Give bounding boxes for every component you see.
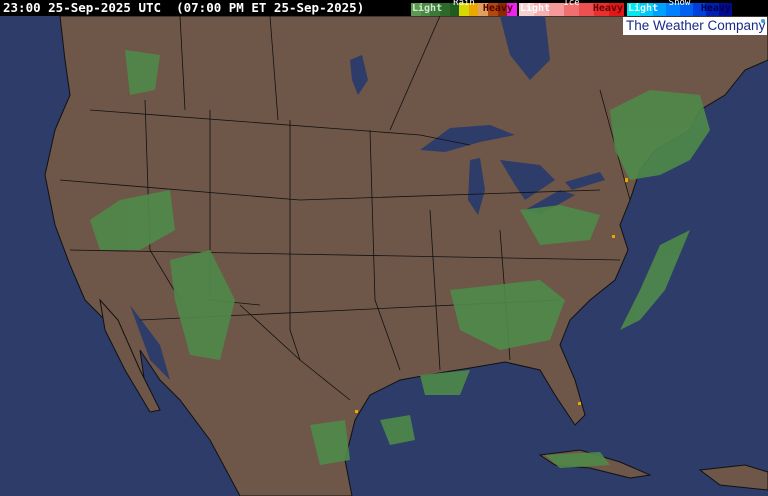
legend-rain-swatch: [497, 3, 508, 16]
lake-michigan: [468, 158, 485, 215]
legend-rain-title: Rain: [453, 0, 475, 8]
legend-snow-swatch: [705, 3, 719, 16]
legend-rain-swatch: [430, 3, 440, 16]
radar-echo-bc: [125, 50, 160, 95]
legend-rain-swatch: [449, 3, 460, 16]
hispaniola: [698, 464, 768, 491]
radar-echo-atlantic: [620, 230, 690, 330]
hudson-bay-south: [500, 16, 550, 80]
legend-ice-swatch: [519, 3, 534, 16]
legend-ice-light: Light: [520, 3, 551, 14]
radar-echo-midatlantic: [520, 205, 600, 245]
radar-heavy-cells: [355, 178, 628, 413]
legend-snow-swatch: [679, 3, 693, 16]
legend-rain: Rain Light Heavy: [411, 0, 518, 16]
legend-snow: Snow Light Heavy: [627, 0, 732, 16]
legend-snow-light: Light: [628, 3, 659, 14]
legend-snow-swatch: [653, 3, 667, 16]
baja-california: [99, 298, 161, 413]
radar-echo-gulf: [380, 415, 415, 445]
radar-echo-northeast: [610, 90, 710, 180]
legend-ice-swatch: [579, 3, 594, 16]
lake-ontario: [565, 172, 605, 190]
lake-winnipeg: [350, 55, 368, 95]
legend-rain-heavy: Heavy: [482, 3, 513, 14]
legend-ice-title: Ice: [563, 0, 580, 8]
legend-ice: Ice Light Heavy: [519, 0, 624, 16]
legend-snow-title: Snow: [668, 0, 691, 8]
legend-snow-heavy: Heavy: [700, 3, 731, 14]
radar-echo-southwest: [170, 250, 235, 360]
brand-name: The Weather Company: [626, 18, 766, 33]
weather-company-logo: The Weather Company: [623, 17, 767, 35]
legend-snow-swatch: [666, 3, 680, 16]
legend-snow-swatch: [627, 3, 641, 16]
logo-dot-icon: [761, 19, 765, 23]
radar-echo-cuba: [545, 452, 610, 468]
legend-rain-light: Light: [412, 3, 443, 14]
radar-precipitation: [90, 50, 710, 468]
lake-huron: [500, 160, 555, 200]
valid-time: 23:00 25-Sep-2025 UTC (07:00 PM ET 25-Se…: [3, 0, 365, 15]
legend-snow-swatch: [640, 3, 654, 16]
legend-rain-swatch: [507, 3, 518, 16]
legend-rain-swatch: [478, 3, 489, 16]
legend-ice-heavy: Heavy: [592, 3, 623, 14]
lake-superior: [420, 125, 515, 152]
legend-rain-swatch: [420, 3, 431, 16]
legend-rain-swatch: [411, 3, 421, 16]
legend-ice-swatch: [549, 3, 564, 16]
legend-rain-swatch: [439, 3, 450, 16]
legend-ice-swatch: [534, 3, 549, 16]
gulf-of-california: [130, 305, 170, 380]
radar-echo-southeast: [450, 280, 565, 350]
legend-rain-swatch: [468, 3, 479, 16]
radar-echo-nevada: [90, 190, 175, 250]
legend-snow-swatch: [718, 3, 732, 16]
radar-echo-louisiana: [420, 370, 470, 395]
legend-ice-swatch: [609, 3, 624, 16]
radar-echo-texas-south: [310, 420, 350, 465]
legend-ice-swatch: [564, 3, 579, 16]
legend-ice-swatch: [594, 3, 609, 16]
legend-rain-swatch: [459, 3, 469, 16]
legend-snow-swatch: [692, 3, 706, 16]
legend-rain-swatch: [488, 3, 498, 16]
